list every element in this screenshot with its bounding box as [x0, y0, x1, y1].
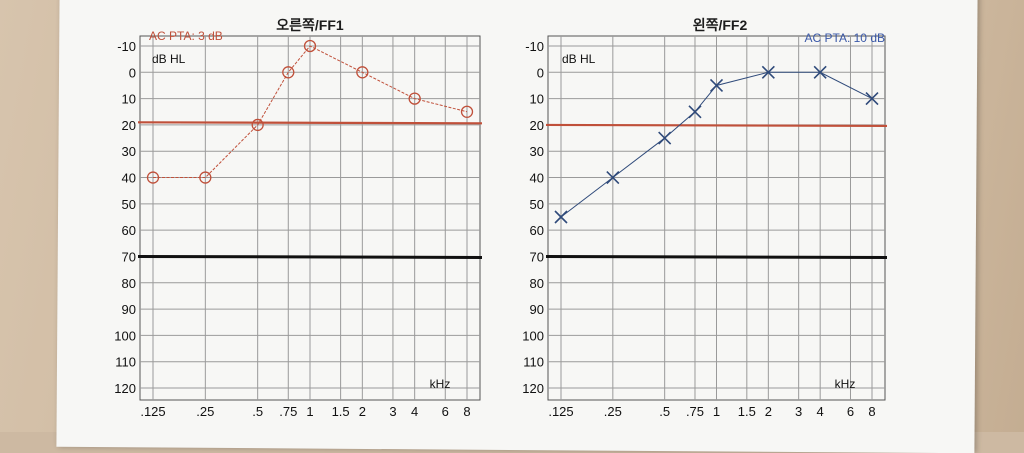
y-tick-label: 100 [114, 328, 136, 343]
threshold-line [545, 123, 888, 128]
y-tick-label: 100 [522, 328, 544, 343]
y-tick-label: 60 [530, 223, 544, 238]
x-tick-label: 1.5 [738, 404, 756, 419]
severe-loss-line [545, 254, 888, 259]
x-tick-label: 1 [306, 404, 313, 419]
data-point-cross [554, 210, 568, 224]
y-tick-label: 80 [530, 276, 544, 291]
y-tick-label: 10 [530, 92, 544, 107]
y-tick-label: 120 [114, 381, 136, 396]
x-tick-label: .125 [548, 404, 573, 419]
pta-label: AC PTA: 3 dB [149, 29, 223, 43]
data-point-circle [251, 118, 264, 132]
x-tick-label: .25 [196, 404, 214, 419]
title-backdrop [670, 14, 770, 34]
x-axis-label: kHz [430, 377, 451, 391]
data-point-cross [709, 78, 724, 93]
data-point-circle [282, 66, 295, 79]
y-tick-label: 110 [115, 355, 136, 370]
y-axis-label: dB HL [562, 52, 596, 66]
pta-label: AC PTA: 10 dB [805, 31, 885, 45]
y-tick-label: 70 [530, 249, 544, 264]
y-tick-label: 80 [122, 276, 136, 291]
x-tick-label: .5 [659, 404, 670, 419]
x-tick-label: 1.5 [332, 404, 350, 419]
data-point-circle [199, 171, 212, 184]
x-tick-label: .25 [604, 404, 622, 419]
x-tick-label: 3 [389, 404, 396, 419]
y-tick-label: 40 [122, 171, 136, 186]
right-ear-audiogram: -10 0 10 20 30 40 50 60 70 80 90 100 110 120 .125 .25 .5… [114, 14, 483, 419]
x-tick-label: 2 [359, 404, 366, 419]
data-point-circle [460, 105, 474, 118]
y-tick-label: 40 [530, 171, 544, 186]
x-tick-label: .75 [686, 404, 704, 419]
y-tick-label: -10 [117, 39, 136, 54]
x-tick-label: 3 [795, 404, 802, 419]
left-ear-audiogram: -10 0 10 20 30 40 50 60 70 80 90 100 110 120 .125 .25 .5… [522, 14, 888, 419]
y-tick-label: 60 [122, 223, 136, 238]
x-tick-label: 1 [713, 404, 720, 419]
y-tick-label: 10 [122, 92, 136, 107]
x-tick-label: 8 [868, 404, 875, 419]
threshold-line [137, 121, 483, 125]
series-line [560, 71, 873, 218]
x-tick-label: 8 [463, 404, 470, 419]
y-tick-label: 30 [122, 144, 136, 159]
data-point-cross [865, 92, 879, 106]
data-point-cross [606, 170, 620, 185]
series-line [153, 45, 468, 179]
x-tick-label: 4 [817, 404, 824, 419]
y-tick-label: 90 [122, 302, 136, 317]
x-axis-label: kHz [835, 377, 856, 391]
y-tick-label: 50 [122, 197, 136, 212]
x-tick-label: 6 [442, 404, 449, 419]
y-tick-label: 90 [530, 302, 544, 317]
y-tick-label: 120 [522, 381, 544, 396]
data-point-cross [761, 65, 775, 79]
chart-title: 왼쪽/FF2 [693, 17, 748, 33]
data-point-circle [408, 92, 421, 105]
x-tick-label: .5 [252, 404, 263, 419]
data-point-cross [688, 105, 702, 119]
data-point-cross [658, 131, 672, 145]
y-tick-label: 110 [523, 355, 544, 370]
x-tick-label: 4 [411, 404, 418, 419]
data-point-circle [146, 171, 160, 184]
x-tick-label: 6 [847, 404, 854, 419]
y-tick-label: 30 [530, 144, 544, 159]
y-tick-label: 20 [122, 118, 136, 133]
x-tick-label: .125 [140, 404, 165, 419]
y-tick-label: -10 [525, 39, 544, 54]
y-tick-label: 20 [530, 118, 544, 133]
y-tick-label: 0 [129, 65, 136, 80]
data-point-circle [303, 39, 317, 53]
data-point-cross [813, 65, 827, 79]
y-tick-label: 70 [122, 249, 136, 264]
data-point-circle [356, 66, 369, 79]
severe-loss-line [137, 254, 483, 259]
y-tick-label: 50 [530, 197, 544, 212]
x-tick-label: .75 [279, 404, 297, 419]
title-backdrop [260, 14, 360, 34]
y-tick-label: 0 [537, 65, 544, 80]
x-tick-label: 2 [765, 404, 772, 419]
y-axis-label: dB HL [152, 52, 186, 66]
chart-title: 오른쪽/FF1 [276, 17, 344, 33]
